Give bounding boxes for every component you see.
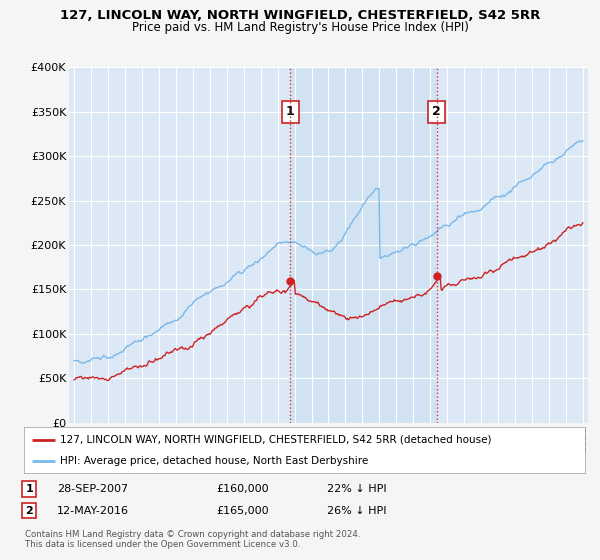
Text: 28-SEP-2007: 28-SEP-2007: [57, 484, 128, 494]
Text: 26% ↓ HPI: 26% ↓ HPI: [327, 506, 386, 516]
Text: 127, LINCOLN WAY, NORTH WINGFIELD, CHESTERFIELD, S42 5RR (detached house): 127, LINCOLN WAY, NORTH WINGFIELD, CHEST…: [61, 435, 492, 445]
Text: £165,000: £165,000: [216, 506, 269, 516]
Text: 1: 1: [286, 105, 295, 118]
Text: £160,000: £160,000: [216, 484, 269, 494]
Text: HPI: Average price, detached house, North East Derbyshire: HPI: Average price, detached house, Nort…: [61, 456, 369, 466]
Bar: [290, 67, 437, 423]
Text: 127, LINCOLN WAY, NORTH WINGFIELD, CHESTERFIELD, S42 5RR: 127, LINCOLN WAY, NORTH WINGFIELD, CHEST…: [60, 9, 540, 22]
Text: Price paid vs. HM Land Registry's House Price Index (HPI): Price paid vs. HM Land Registry's House …: [131, 21, 469, 34]
Text: Contains HM Land Registry data © Crown copyright and database right 2024.: Contains HM Land Registry data © Crown c…: [25, 530, 361, 539]
Text: 2: 2: [432, 105, 441, 118]
Text: This data is licensed under the Open Government Licence v3.0.: This data is licensed under the Open Gov…: [25, 540, 301, 549]
Text: 12-MAY-2016: 12-MAY-2016: [57, 506, 129, 516]
Text: 2: 2: [25, 506, 33, 516]
Text: 1: 1: [25, 484, 33, 494]
Text: 22% ↓ HPI: 22% ↓ HPI: [327, 484, 386, 494]
